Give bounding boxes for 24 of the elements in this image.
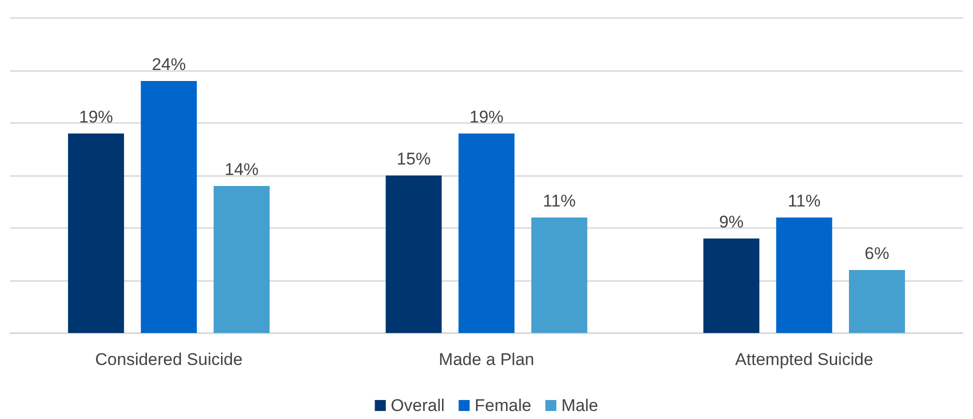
x-tick-label: Considered Suicide xyxy=(95,350,243,369)
data-label: 14% xyxy=(224,160,259,179)
x-tick-label: Made a Plan xyxy=(438,350,534,369)
data-label: 11% xyxy=(542,192,576,210)
bar xyxy=(848,270,905,333)
legend-label: Male xyxy=(561,396,598,415)
data-label: 15% xyxy=(396,150,431,168)
bar xyxy=(386,176,442,333)
bar xyxy=(776,218,832,333)
legend-label: Female xyxy=(474,396,532,415)
x-tick-label: Attempted Suicide xyxy=(735,350,874,369)
bar xyxy=(214,186,270,333)
data-label: 19% xyxy=(79,108,114,126)
bar xyxy=(140,81,197,333)
data-label: 19% xyxy=(469,108,504,126)
bar xyxy=(458,134,514,333)
data-label: 9% xyxy=(719,212,744,232)
data-label: 6% xyxy=(864,244,890,263)
bar xyxy=(531,218,588,333)
bar xyxy=(703,238,760,333)
legend-label: Overall xyxy=(390,396,445,415)
data-label: 24% xyxy=(152,55,186,74)
bar xyxy=(68,134,124,333)
data-label: 11% xyxy=(788,192,821,210)
